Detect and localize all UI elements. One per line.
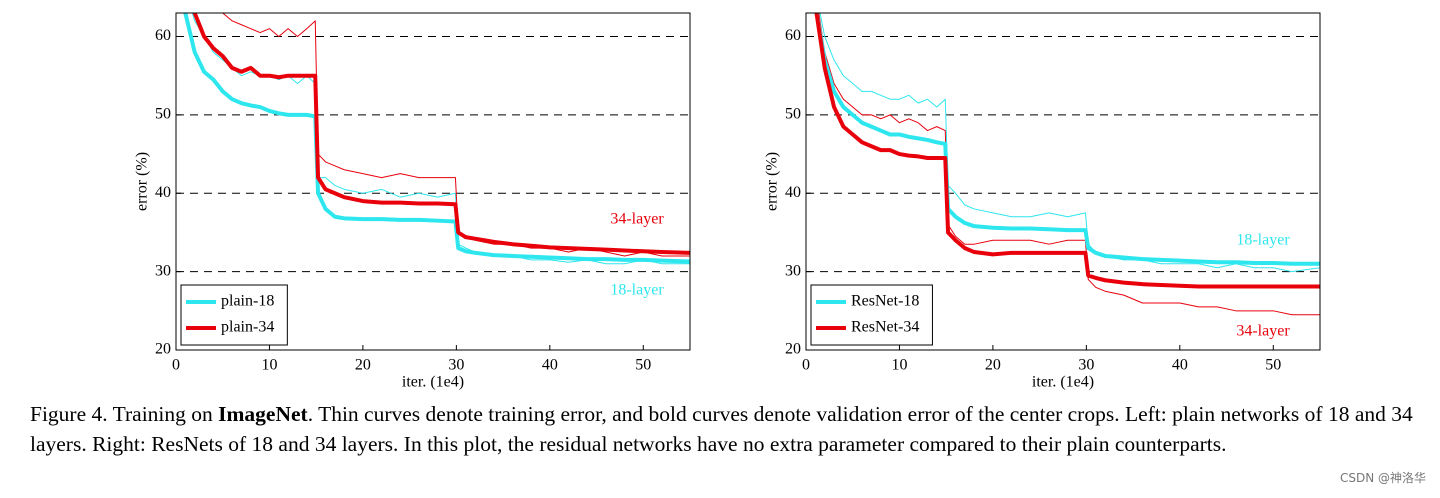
plot-frame: [805, 12, 1321, 351]
series-line: [212, 13, 690, 257]
legend-label: ResNet-18: [851, 293, 919, 310]
legend-label: ResNet-34: [851, 319, 919, 336]
y-tick-label: 40: [155, 184, 171, 201]
plot-lines: [814, 13, 1320, 316]
legend-box: [180, 284, 288, 346]
series-line: [192, 13, 690, 255]
watermark: CSDN @神洛华: [1339, 471, 1426, 485]
legend-label: plain-34: [221, 319, 274, 336]
x-tick-label: 40: [542, 357, 558, 374]
y-axis-label: error (%): [764, 152, 781, 211]
caption-text: Figure 4. Training on: [30, 402, 219, 426]
legend-box: [810, 284, 933, 346]
series-line: [183, 13, 690, 264]
x-tick-label: 30: [448, 357, 464, 374]
y-tick-label: 30: [155, 262, 171, 279]
plot-lines: [183, 13, 690, 265]
y-tick-label: 50: [155, 106, 171, 123]
x-tick-label: 50: [1265, 357, 1281, 374]
y-tick-label: 30: [785, 262, 801, 279]
annotation: 34-layer: [610, 211, 664, 228]
x-tick-label: 0: [172, 357, 180, 374]
legend: ResNet-18 ResNet-34: [810, 284, 933, 346]
series-line: [818, 13, 1320, 316]
series-line: [819, 13, 1320, 273]
y-tick-label: 60: [785, 27, 801, 44]
y-tick-label: 20: [785, 341, 801, 358]
legend-label: plain-18: [221, 293, 274, 310]
plot-frame: [175, 12, 691, 351]
y-tick-label: 60: [155, 27, 171, 44]
annotation: 18-layer: [1236, 232, 1290, 249]
y-axis-label: error (%): [134, 152, 151, 211]
caption: Figure 4. Training on ImageNet. Thin cur…: [30, 399, 1440, 459]
series-line: [814, 13, 1320, 266]
x-axis-label: iter. (1e4): [402, 374, 464, 391]
x-tick-label: 0: [802, 357, 810, 374]
x-axis-label: iter. (1e4): [1032, 374, 1094, 391]
x-tick-label: 40: [1172, 357, 1188, 374]
x-tick-label: 10: [261, 357, 277, 374]
x-tick-label: 30: [1078, 357, 1094, 374]
legend: plain-18 plain-34: [180, 284, 288, 346]
x-tick-label: 10: [891, 357, 907, 374]
y-tick-label: 20: [155, 341, 171, 358]
x-tick-label: 20: [355, 357, 371, 374]
caption-text: . Thin curves denote training error, and…: [30, 402, 1413, 456]
caption-bold: ImageNet: [218, 402, 308, 426]
figure: 20 30 40 50 60 0 10 20 30 40 50 iter. (1e4) error (%…: [134, 12, 1321, 391]
y-tick-label: 40: [785, 184, 801, 201]
y-tick-label: 50: [785, 106, 801, 123]
x-tick-label: 20: [985, 357, 1001, 374]
series-line: [814, 13, 1320, 289]
annotation: 18-layer: [610, 282, 664, 299]
annotation: 34-layer: [1236, 323, 1290, 340]
x-tick-label: 50: [635, 357, 651, 374]
